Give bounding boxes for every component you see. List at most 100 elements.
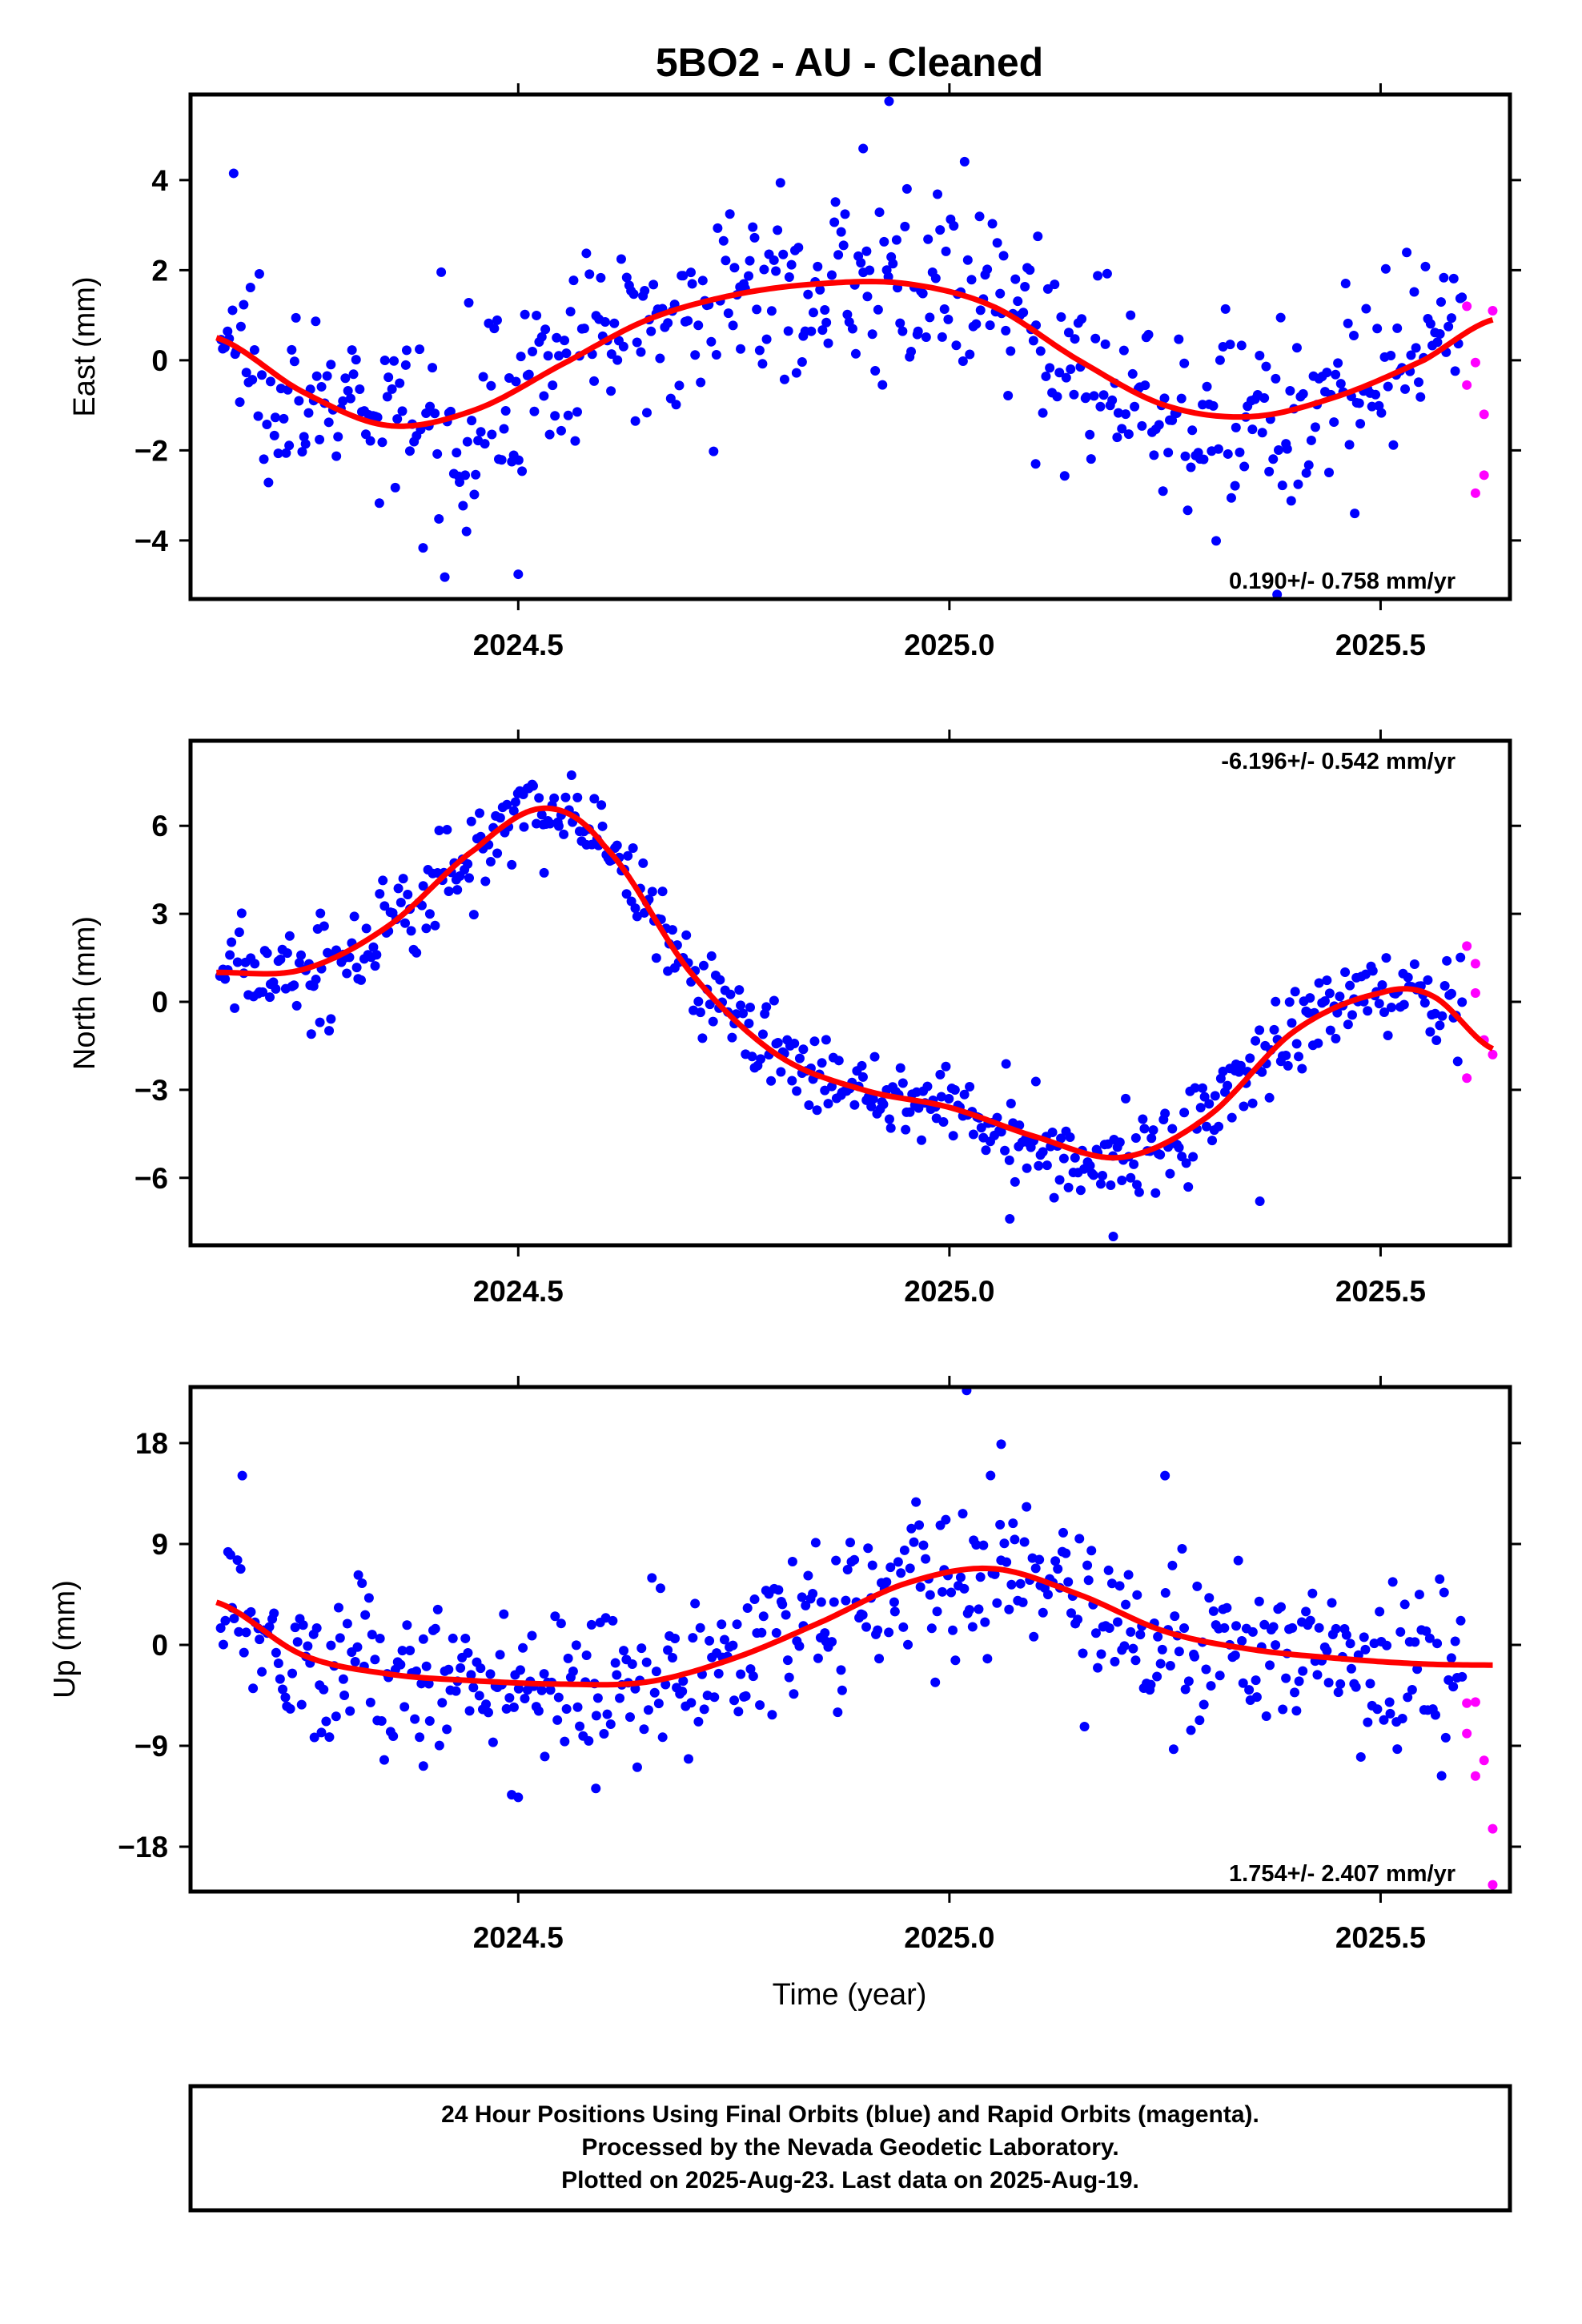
final-orbit-point	[630, 416, 640, 426]
final-orbit-point	[269, 1608, 279, 1618]
final-orbit-point	[1255, 351, 1265, 361]
final-orbit-point	[410, 1714, 420, 1724]
final-orbit-point	[464, 1706, 475, 1716]
final-orbit-point	[1457, 292, 1468, 303]
final-orbit-point	[372, 412, 383, 423]
final-orbit-point	[591, 1783, 601, 1794]
final-orbit-point	[1054, 1175, 1065, 1185]
final-orbit-point	[1306, 435, 1316, 445]
final-orbit-point	[941, 1061, 951, 1072]
final-orbit-point	[1247, 1626, 1258, 1637]
final-orbit-point	[948, 1625, 958, 1635]
final-orbit-point	[1061, 372, 1071, 383]
x-tick-label: 2025.5	[1335, 1275, 1426, 1308]
final-orbit-point	[1022, 1163, 1032, 1173]
final-orbit-point	[628, 843, 638, 854]
final-orbit-point	[1150, 1188, 1161, 1198]
final-orbit-point	[820, 1085, 830, 1096]
final-orbit-point	[1233, 1555, 1243, 1566]
final-orbit-point	[1363, 1717, 1373, 1727]
final-orbit-point	[641, 1657, 652, 1667]
final-orbit-point	[1006, 346, 1016, 356]
final-orbit-point	[849, 1554, 860, 1565]
final-orbit-point	[486, 380, 496, 391]
final-orbit-point	[1235, 1060, 1246, 1071]
final-orbit-point	[1277, 480, 1287, 491]
final-orbit-point	[434, 513, 444, 524]
final-orbit-point	[1033, 231, 1043, 242]
final-orbit-point	[1180, 1684, 1191, 1695]
final-orbit-point	[966, 275, 977, 285]
x-tick-label: 2024.5	[473, 1921, 564, 1954]
final-orbit-point	[787, 1076, 797, 1086]
final-orbit-point	[725, 209, 735, 219]
final-orbit-point	[1160, 1108, 1170, 1119]
final-orbit-point	[1251, 1675, 1261, 1686]
final-orbit-point	[1098, 390, 1109, 400]
final-orbit-point	[833, 1055, 844, 1066]
final-orbit-point	[416, 1679, 427, 1689]
final-orbit-point	[974, 1604, 984, 1614]
final-orbit-point	[356, 975, 367, 985]
final-orbit-point	[1153, 1631, 1163, 1642]
final-orbit-point	[1230, 1651, 1240, 1661]
final-orbit-point	[572, 792, 583, 802]
final-orbit-point	[425, 401, 436, 412]
final-orbit-point	[432, 1604, 443, 1614]
final-orbit-point	[1442, 955, 1452, 966]
final-orbit-point	[1126, 310, 1136, 320]
final-orbit-point	[840, 209, 850, 219]
final-orbit-point	[434, 1740, 444, 1751]
final-orbit-point	[1176, 393, 1186, 404]
final-orbit-point	[480, 876, 491, 887]
final-orbit-point	[717, 1619, 727, 1630]
final-orbit-point	[1238, 1678, 1248, 1688]
final-orbit-point	[1038, 408, 1048, 418]
final-orbit-point	[706, 951, 717, 961]
final-orbit-point	[319, 1684, 329, 1695]
final-orbit-point	[628, 289, 639, 300]
final-orbit-point	[1201, 1121, 1211, 1132]
final-orbit-point	[1222, 1602, 1232, 1613]
final-orbit-point	[808, 308, 818, 318]
final-orbit-point	[1223, 1080, 1233, 1091]
final-orbit-point	[1066, 364, 1076, 374]
final-orbit-point	[1335, 991, 1345, 1002]
final-orbit-point	[627, 1659, 637, 1669]
final-orbit-point	[1376, 408, 1387, 418]
final-orbit-point	[885, 1562, 896, 1573]
final-orbit-point	[556, 425, 566, 436]
final-orbit-point	[713, 223, 723, 233]
final-orbit-point	[873, 1625, 883, 1635]
final-orbit-point	[791, 368, 801, 378]
final-orbit-point	[1063, 328, 1074, 338]
final-orbit-point	[234, 1626, 244, 1637]
final-orbit-point	[1424, 1633, 1435, 1643]
final-orbit-point	[748, 1671, 758, 1682]
final-orbit-point	[1268, 1622, 1279, 1632]
final-orbit-point	[315, 908, 326, 919]
final-orbit-point	[1015, 1578, 1026, 1589]
final-orbit-point	[775, 178, 785, 188]
final-orbit-point	[1244, 1685, 1255, 1695]
final-orbit-point	[618, 341, 628, 352]
final-orbit-point	[1439, 1587, 1449, 1598]
final-orbit-point	[390, 482, 400, 493]
final-orbit-point	[1283, 1060, 1293, 1071]
final-orbit-point	[888, 259, 898, 269]
final-orbit-point	[745, 255, 755, 266]
final-orbit-point	[561, 348, 572, 359]
final-orbit-point	[801, 1600, 811, 1610]
final-orbit-point	[817, 325, 828, 336]
final-orbit-point	[925, 1590, 935, 1600]
final-orbit-point	[833, 1707, 843, 1718]
final-orbit-point	[1042, 1590, 1053, 1600]
final-orbit-point	[1439, 981, 1450, 991]
final-orbit-point	[632, 1762, 642, 1772]
final-orbit-point	[1025, 265, 1035, 275]
final-orbit-point	[816, 1597, 826, 1607]
final-orbit-point	[1088, 1170, 1098, 1180]
final-orbit-point	[965, 349, 975, 360]
final-orbit-point	[678, 271, 689, 281]
final-orbit-point	[466, 816, 476, 826]
